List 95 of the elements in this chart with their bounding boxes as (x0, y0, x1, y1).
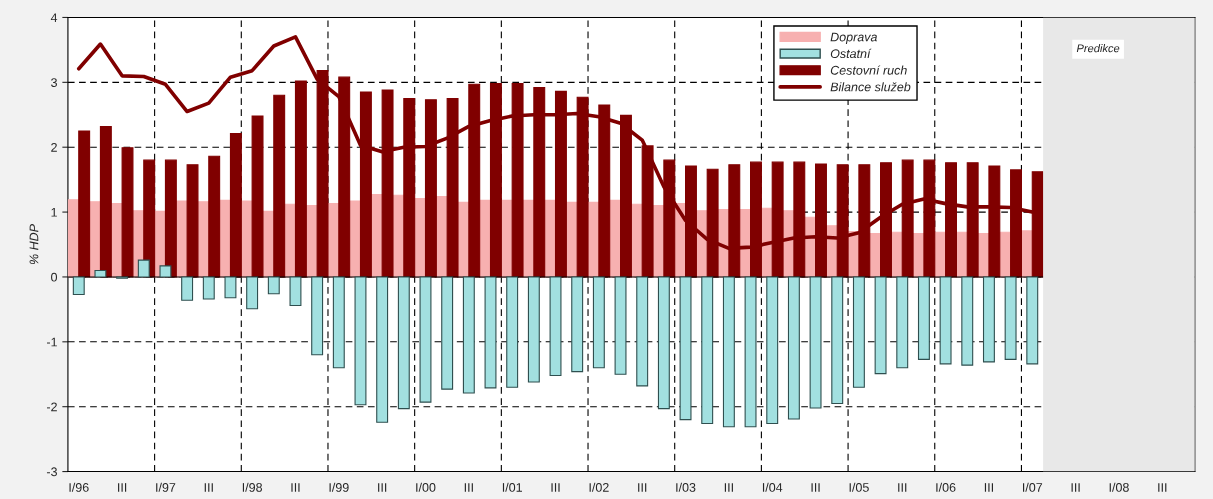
bar (397, 276, 410, 410)
x-tick-label: III (811, 483, 820, 492)
bar (982, 276, 995, 363)
y-tick-label: 2 (51, 143, 57, 152)
bar (246, 276, 259, 310)
y-tick-label: 0 (51, 272, 58, 282)
x-tick-label: III (898, 483, 907, 492)
bar (72, 276, 85, 296)
bar (273, 94, 286, 278)
y-tick-label: -2 (46, 402, 57, 412)
bar (224, 276, 237, 299)
bar (251, 115, 264, 278)
bar (143, 159, 156, 278)
bar (181, 276, 194, 301)
x-tick-label: I/96 (69, 482, 89, 492)
bar (376, 276, 389, 423)
legend-label: Ostatní (830, 48, 872, 59)
bar (917, 276, 930, 360)
bar (679, 276, 692, 421)
bar (99, 125, 112, 278)
annotation: Predikce (1076, 44, 1120, 53)
y-tick-label: 4 (50, 13, 58, 22)
bar (657, 276, 670, 410)
bar (896, 276, 909, 369)
bar (186, 164, 199, 278)
bar (787, 276, 800, 420)
x-tick-label: III (1071, 483, 1080, 492)
x-tick-label: I/98 (242, 482, 263, 492)
x-tick-label: I/04 (762, 482, 783, 492)
bar (441, 276, 454, 390)
legend-label: Doprava (830, 32, 877, 44)
bar (462, 276, 475, 394)
bar (78, 130, 91, 278)
bar (1004, 276, 1017, 360)
bar (164, 159, 177, 278)
bar (94, 269, 107, 278)
x-tick-label: III (1158, 483, 1167, 492)
x-tick-label: I/00 (416, 482, 436, 492)
x-tick-label: III (551, 483, 560, 492)
bar (766, 276, 779, 425)
bar (294, 80, 307, 278)
legend-label: Bilance služeb (830, 82, 911, 92)
y-tick-label: 1 (51, 208, 57, 217)
x-tick-label: III (118, 483, 127, 492)
bar (137, 259, 150, 278)
bar (744, 276, 757, 428)
x-tick-label: I/01 (502, 482, 522, 492)
bar (831, 276, 844, 404)
bar (852, 276, 865, 388)
x-tick-label: I/07 (1023, 482, 1043, 492)
bar (809, 276, 822, 409)
x-tick-label: III (464, 483, 473, 492)
bar (311, 276, 324, 356)
x-tick-label: I/08 (1109, 482, 1129, 492)
bar (419, 276, 432, 403)
x-tick-label: III (378, 483, 387, 492)
x-tick-label: I/06 (936, 482, 956, 492)
bar (208, 155, 221, 278)
bar (506, 276, 519, 388)
bar (484, 276, 497, 389)
bar (289, 276, 302, 307)
x-tick-label: III (724, 483, 733, 492)
x-tick-label: I/97 (156, 482, 176, 492)
bar (229, 133, 242, 278)
y-tick-label: -3 (46, 467, 57, 477)
bar (354, 276, 367, 406)
x-tick-label: I/03 (676, 482, 696, 492)
bar (961, 276, 974, 366)
bar (1026, 276, 1039, 365)
bar (701, 276, 714, 425)
bar (939, 276, 952, 365)
bar (592, 276, 605, 369)
bar (571, 276, 584, 373)
x-tick-label: III (984, 483, 993, 492)
x-tick-label: III (204, 483, 213, 492)
bar (614, 276, 627, 375)
legend-label: Cestovní ruch (830, 65, 907, 75)
y-axis-title: % HDP (29, 224, 39, 265)
y-tick-label: -1 (46, 337, 57, 347)
bar (874, 276, 887, 375)
bar (636, 276, 649, 387)
bar (121, 147, 134, 278)
x-tick-label: I/05 (849, 482, 869, 492)
bar (202, 276, 215, 300)
x-tick-label: I/02 (589, 482, 609, 492)
x-tick-label: III (638, 483, 647, 492)
bar (267, 276, 280, 295)
x-tick-label: III (291, 483, 300, 492)
bar (549, 276, 562, 377)
bar (159, 265, 172, 278)
x-tick-label: I/99 (329, 482, 349, 492)
y-tick-label: 3 (51, 78, 57, 87)
bar (527, 276, 540, 383)
bar (332, 276, 345, 369)
bar (722, 276, 735, 428)
